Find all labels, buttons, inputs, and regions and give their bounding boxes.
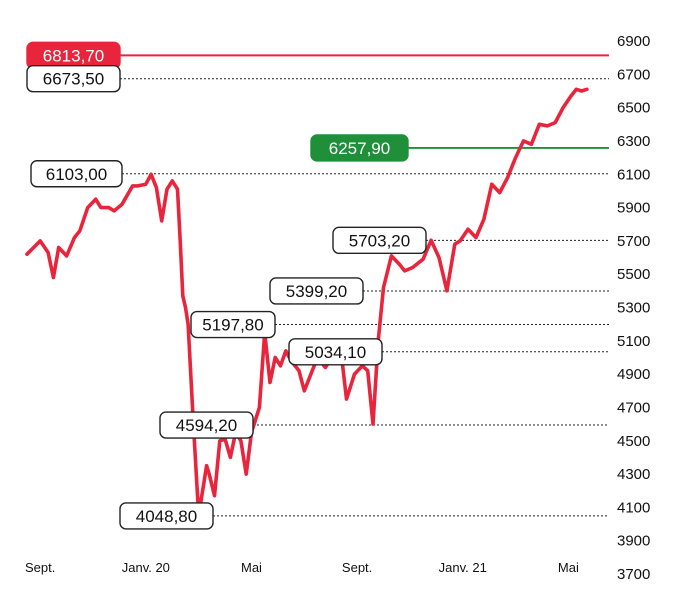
y-tick-label: 6100	[617, 166, 650, 183]
level-label-text: 4594,20	[176, 416, 237, 435]
y-tick-label: 4900	[617, 366, 650, 383]
level-label-box	[332, 226, 427, 255]
level-label-text: 5197,80	[202, 316, 263, 335]
y-tick-label: 4700	[617, 399, 650, 416]
level-label-box	[30, 160, 123, 188]
x-month-label: Mai	[241, 560, 262, 575]
x-month-label: Sept.	[342, 560, 372, 575]
y-tick-label: 4500	[617, 433, 650, 450]
y-tick-label: 4300	[617, 466, 650, 483]
x-month-label: Mai	[558, 560, 579, 575]
level-label-box	[159, 411, 254, 439]
y-tick-label: 5100	[617, 333, 650, 350]
level-lines	[120, 54, 609, 517]
level-label-text: 5399,20	[286, 282, 347, 301]
level-label: 5034,10	[288, 338, 383, 366]
level-label-text: 6257,90	[329, 139, 390, 158]
series-line	[25, 87, 589, 518]
level-label: 6103,00	[30, 160, 123, 188]
y-tick-label: 5500	[617, 266, 650, 283]
level-label: 5197,80	[190, 310, 276, 339]
level-label-box	[310, 134, 409, 162]
level-label: 6813,70	[26, 41, 121, 70]
level-labels: 6813,70 6673,50 6257,90 6103,00 5703,20 5399,…	[26, 41, 427, 530]
level-label-text: 5703,20	[349, 231, 410, 250]
level-label: 4594,20	[159, 411, 254, 439]
level-label-box	[190, 310, 276, 339]
level-label: 5703,20	[332, 226, 427, 255]
index-series-line	[25, 87, 589, 518]
x-axis-months: Sept. Janv. 20 Mai Sept. Janv. 21 Mai	[25, 560, 579, 575]
y-tick-label: 6700	[617, 66, 650, 83]
y-tick-label: 5300	[617, 300, 650, 317]
y-tick-label: 4100	[617, 499, 650, 516]
level-label-text: 6103,00	[46, 165, 107, 184]
y-tick-label: 5700	[617, 233, 650, 250]
y-axis-ticks: 3700 3900 4100 4300 4500 4700 4900 5100 5300 5500…	[617, 33, 650, 583]
x-month-label: Sept.	[25, 560, 55, 575]
y-tick-label: 6300	[617, 133, 650, 150]
y-tick-label: 6900	[617, 33, 650, 50]
y-tick-label: 3700	[617, 566, 650, 583]
level-label-box	[119, 502, 214, 530]
level-label-text: 6813,70	[43, 46, 104, 65]
level-label-box	[288, 338, 383, 366]
y-tick-label: 6500	[617, 100, 650, 117]
level-label: 6257,90	[310, 134, 409, 162]
level-label-text: 4048,80	[136, 507, 197, 526]
level-label-text: 6673,50	[43, 70, 104, 89]
level-label: 6673,50	[26, 65, 121, 93]
level-label-text: 5034,10	[305, 343, 366, 362]
level-label: 4048,80	[119, 502, 214, 530]
y-tick-label: 3900	[617, 533, 650, 550]
level-label-box	[269, 277, 364, 305]
y-tick-label: 5900	[617, 200, 650, 217]
level-label: 5399,20	[269, 277, 364, 305]
level-label-box	[26, 65, 121, 93]
x-month-label: Janv. 21	[439, 560, 487, 575]
x-month-label: Janv. 20	[122, 560, 170, 575]
